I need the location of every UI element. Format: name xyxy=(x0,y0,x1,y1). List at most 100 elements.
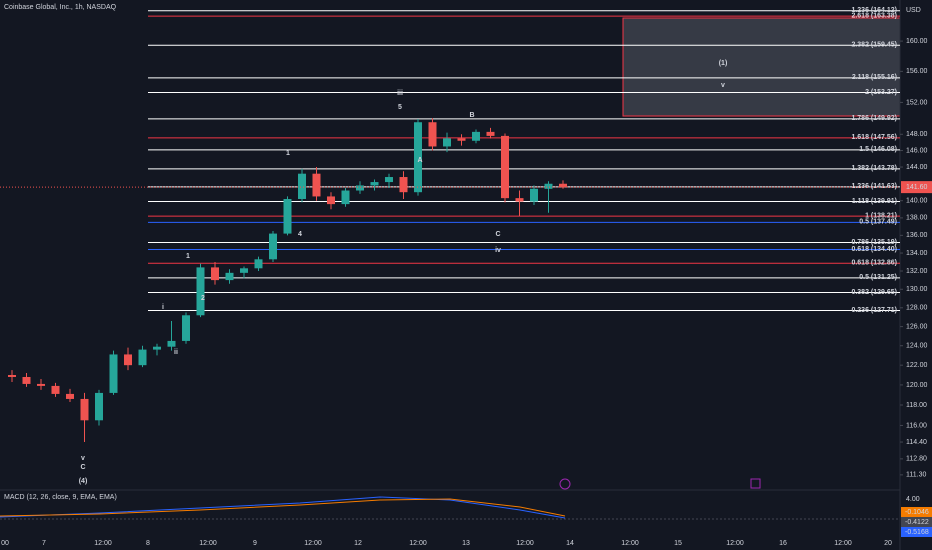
macd-line xyxy=(0,496,566,519)
last-price-label: 141.60 xyxy=(906,184,928,191)
currency: USD xyxy=(906,7,921,14)
candle-body xyxy=(312,173,321,197)
macd-value-box xyxy=(901,517,932,527)
candle-body xyxy=(298,173,306,199)
x-tick-label: 9 xyxy=(253,540,257,547)
candle-body xyxy=(80,398,89,421)
macd-value-label: -0.4122 xyxy=(905,519,929,526)
x-tick-label: 13 xyxy=(462,540,470,547)
symbol-title: Coinbase Global, Inc., 1h, NASDAQ xyxy=(4,4,117,11)
candle-body xyxy=(51,385,60,394)
y-tick-label: 136.00 xyxy=(906,232,928,239)
candle-body xyxy=(22,376,31,384)
candle-body xyxy=(399,177,408,193)
candle-body xyxy=(66,393,74,399)
candle-body xyxy=(428,122,437,147)
candle-body xyxy=(254,259,263,269)
x-tick-label: 12:00 xyxy=(726,540,744,547)
fib-label: 1.786 (149.92) xyxy=(851,115,897,122)
wave-label: ii xyxy=(174,349,178,356)
wave-label: v xyxy=(81,455,85,462)
y-tick-label: 148.00 xyxy=(906,131,928,138)
candle-body xyxy=(530,188,538,202)
candle-body xyxy=(95,392,103,421)
y-tick-label: 122.00 xyxy=(906,362,928,369)
candle-body xyxy=(37,383,45,386)
candle-body xyxy=(544,183,553,189)
macd-value-label: -0.1046 xyxy=(905,509,929,516)
fib-label: 0.382 (129.65) xyxy=(851,289,897,296)
x-tick-label: 12 xyxy=(354,540,362,547)
wave-label: 4 xyxy=(298,231,302,238)
last-price-box xyxy=(901,181,932,194)
fib-label: 0.236 (127.71) xyxy=(851,307,897,314)
x-tick-label: 12:00 xyxy=(834,540,852,547)
fib-label: 0.5 (137.49) xyxy=(859,219,897,226)
fib-label: 0.786 (135.19) xyxy=(851,239,897,246)
candle-body xyxy=(124,354,132,366)
y-tick-label: 126.00 xyxy=(906,323,928,330)
y-tick-label: 144.00 xyxy=(906,164,928,171)
wave-label: iii xyxy=(397,90,403,97)
wave-label: (4) xyxy=(79,478,88,485)
candle-body xyxy=(8,375,16,377)
macd-tick: 4.00 xyxy=(906,496,920,503)
fib-label: 1.5 (146.08) xyxy=(859,146,897,153)
x-tick-label: 12:00 xyxy=(304,540,322,547)
fib-label: 0.618 (132.86) xyxy=(851,260,897,267)
wave-label: 1 xyxy=(186,253,190,260)
y-tick-label: 120.00 xyxy=(906,382,928,389)
candle-body xyxy=(196,267,205,316)
fib-label: 1.236 (141.63) xyxy=(851,183,897,190)
x-tick-label: 12:00 xyxy=(199,540,217,547)
wave-label: 2 xyxy=(201,295,205,302)
x-tick-label: 20 xyxy=(884,540,892,547)
y-tick-label: 138.00 xyxy=(906,215,928,222)
y-tick-label: 140.00 xyxy=(906,198,928,205)
candle-body xyxy=(138,349,147,366)
wave-label: A xyxy=(417,157,422,164)
wave-label: i xyxy=(162,304,164,311)
fib-label: 2.118 (155.16) xyxy=(852,74,897,81)
candle-body xyxy=(283,198,292,234)
x-tick-label: 12:00 xyxy=(516,540,534,547)
fib-label: 1.236 (164.12) xyxy=(851,7,897,14)
y-tick-label: 114.40 xyxy=(906,439,927,446)
macd-title: MACD (12, 26, close, 9, EMA, EMA) xyxy=(4,494,117,501)
candle-body xyxy=(182,315,190,341)
candle-body xyxy=(501,135,509,199)
candle-body xyxy=(414,122,422,193)
candle-body xyxy=(153,346,161,350)
y-tick-label: 118.00 xyxy=(906,402,927,409)
y-tick-label: 111.30 xyxy=(906,472,926,479)
candle-body xyxy=(167,340,176,347)
fib-label: 0.618 (134.40) xyxy=(851,246,897,253)
event-icon[interactable] xyxy=(559,478,571,490)
fib-label: 2.382 (159.45) xyxy=(851,42,897,49)
x-tick-label: 14 xyxy=(566,540,574,547)
wave-label: C xyxy=(495,231,500,238)
candle-body xyxy=(356,185,364,191)
x-tick-label: 16 xyxy=(779,540,787,547)
candle-body xyxy=(240,268,248,273)
wave-label: B xyxy=(469,112,474,119)
candle-body xyxy=(559,183,567,188)
candle-body xyxy=(341,190,350,205)
candle-body xyxy=(211,267,219,281)
earnings-icon[interactable] xyxy=(750,478,761,489)
fib-label: 2.618 (163.38) xyxy=(851,12,897,19)
y-tick-label: 130.00 xyxy=(906,286,928,293)
target-box xyxy=(622,17,901,117)
x-tick-label: 7 xyxy=(42,540,46,547)
x-tick-label: 8 xyxy=(146,540,150,547)
macd-value-label: -0.5168 xyxy=(905,529,929,536)
x-tick-label: 12:00 xyxy=(409,540,427,547)
candle-body xyxy=(472,131,480,141)
y-tick-label: 152.00 xyxy=(906,99,928,106)
wave-label: iv xyxy=(495,247,501,254)
fib-label: 1.382 (143.78) xyxy=(851,165,897,172)
signal-line xyxy=(0,498,566,517)
candle-body xyxy=(515,198,524,202)
